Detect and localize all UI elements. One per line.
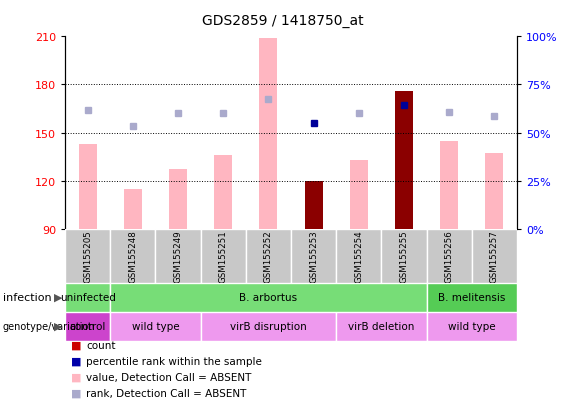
Bar [110, 229, 155, 283]
Bar [427, 229, 472, 283]
Bar [155, 229, 201, 283]
Text: ▶: ▶ [54, 321, 62, 331]
Bar [201, 312, 336, 341]
Text: GSM155252: GSM155252 [264, 230, 273, 282]
Bar [381, 229, 427, 283]
Bar [336, 312, 427, 341]
Bar [291, 229, 336, 283]
Text: B. arbortus: B. arbortus [240, 292, 297, 302]
Text: ■: ■ [71, 388, 81, 398]
Text: GSM155251: GSM155251 [219, 230, 228, 282]
Bar [65, 229, 110, 283]
Bar [79, 145, 97, 229]
Text: GSM155256: GSM155256 [445, 230, 454, 282]
Bar [201, 229, 246, 283]
Text: percentile rank within the sample: percentile rank within the sample [86, 356, 262, 366]
Text: GSM155205: GSM155205 [83, 230, 92, 282]
Bar [65, 283, 110, 312]
Text: ■: ■ [71, 356, 81, 366]
Bar [427, 283, 517, 312]
Text: GSM155255: GSM155255 [399, 230, 408, 282]
Text: rank, Detection Call = ABSENT: rank, Detection Call = ABSENT [86, 388, 247, 398]
Bar [169, 170, 187, 229]
Bar [427, 312, 517, 341]
Text: genotype/variation: genotype/variation [3, 321, 95, 331]
Text: GDS2859 / 1418750_at: GDS2859 / 1418750_at [202, 14, 363, 28]
Text: infection: infection [3, 292, 51, 302]
Text: ■: ■ [71, 372, 81, 382]
Text: ▶: ▶ [54, 292, 62, 302]
Bar [440, 141, 458, 229]
Text: virB deletion: virB deletion [348, 321, 415, 331]
Bar [305, 181, 323, 229]
Bar [350, 160, 368, 229]
Bar [336, 229, 381, 283]
Bar [395, 92, 413, 229]
Bar [214, 156, 232, 229]
Bar [472, 229, 517, 283]
Bar [110, 283, 427, 312]
Bar [485, 154, 503, 229]
Text: GSM155254: GSM155254 [354, 230, 363, 282]
Bar [110, 312, 201, 341]
Text: GSM155253: GSM155253 [309, 230, 318, 282]
Text: wild type: wild type [132, 321, 179, 331]
Text: control: control [69, 321, 106, 331]
Text: ■: ■ [71, 340, 81, 350]
Bar [124, 189, 142, 229]
Text: B. melitensis: B. melitensis [438, 292, 506, 302]
Text: count: count [86, 340, 116, 350]
Text: GSM155257: GSM155257 [490, 230, 499, 282]
Bar [246, 229, 291, 283]
Bar [259, 39, 277, 229]
Bar [65, 312, 110, 341]
Text: GSM155249: GSM155249 [173, 230, 182, 282]
Text: virB disruption: virB disruption [230, 321, 307, 331]
Text: value, Detection Call = ABSENT: value, Detection Call = ABSENT [86, 372, 252, 382]
Text: uninfected: uninfected [60, 292, 115, 302]
Text: wild type: wild type [448, 321, 496, 331]
Text: GSM155248: GSM155248 [128, 230, 137, 282]
